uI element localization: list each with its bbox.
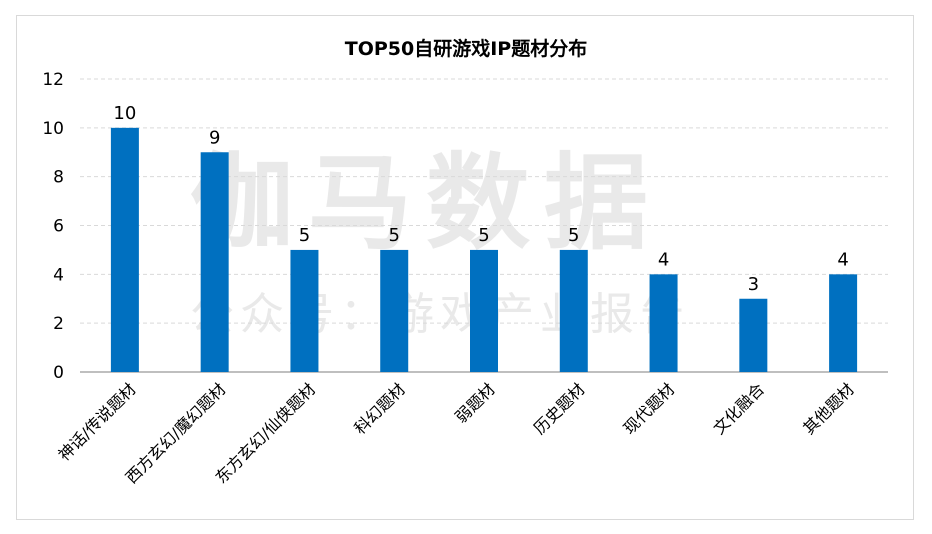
data-label: 5 bbox=[388, 225, 399, 246]
x-tick-label: 神话/传说题材 bbox=[55, 379, 140, 464]
data-label: 5 bbox=[299, 225, 310, 246]
bar bbox=[470, 249, 498, 372]
data-label: 4 bbox=[658, 249, 669, 270]
y-tick-label: 8 bbox=[53, 168, 64, 188]
x-tick-label: 弱题材 bbox=[451, 379, 498, 426]
data-label: 9 bbox=[209, 127, 220, 148]
bar bbox=[110, 127, 139, 372]
x-tick-label: 现代题材 bbox=[620, 379, 679, 438]
chart-title: TOP50自研游戏IP题材分布 bbox=[344, 38, 588, 60]
bar bbox=[739, 298, 768, 372]
y-tick-label: 6 bbox=[53, 217, 64, 237]
bar bbox=[829, 274, 858, 372]
bar bbox=[200, 152, 229, 372]
x-tick-label: 文化融合 bbox=[709, 379, 768, 438]
bar bbox=[559, 249, 588, 372]
data-label: 5 bbox=[568, 225, 579, 246]
data-label: 3 bbox=[748, 274, 759, 295]
y-tick-label: 12 bbox=[42, 70, 64, 90]
x-tick-label: 历史题材 bbox=[530, 379, 589, 438]
y-tick-label: 0 bbox=[53, 363, 64, 383]
bar bbox=[649, 274, 678, 372]
y-tick-label: 2 bbox=[53, 314, 64, 334]
bar bbox=[290, 249, 319, 372]
data-label: 5 bbox=[478, 225, 489, 246]
x-tick-label: 其他题材 bbox=[799, 379, 858, 438]
bar bbox=[380, 249, 409, 372]
y-tick-label: 4 bbox=[53, 265, 64, 285]
chart-frame bbox=[16, 15, 914, 520]
data-label: 4 bbox=[837, 249, 848, 270]
x-tick-label: 科幻题材 bbox=[350, 379, 409, 438]
data-label: 10 bbox=[113, 103, 136, 124]
x-tick-label: 东方玄幻/仙侠题材 bbox=[212, 379, 320, 487]
y-tick-label: 10 bbox=[42, 119, 64, 139]
